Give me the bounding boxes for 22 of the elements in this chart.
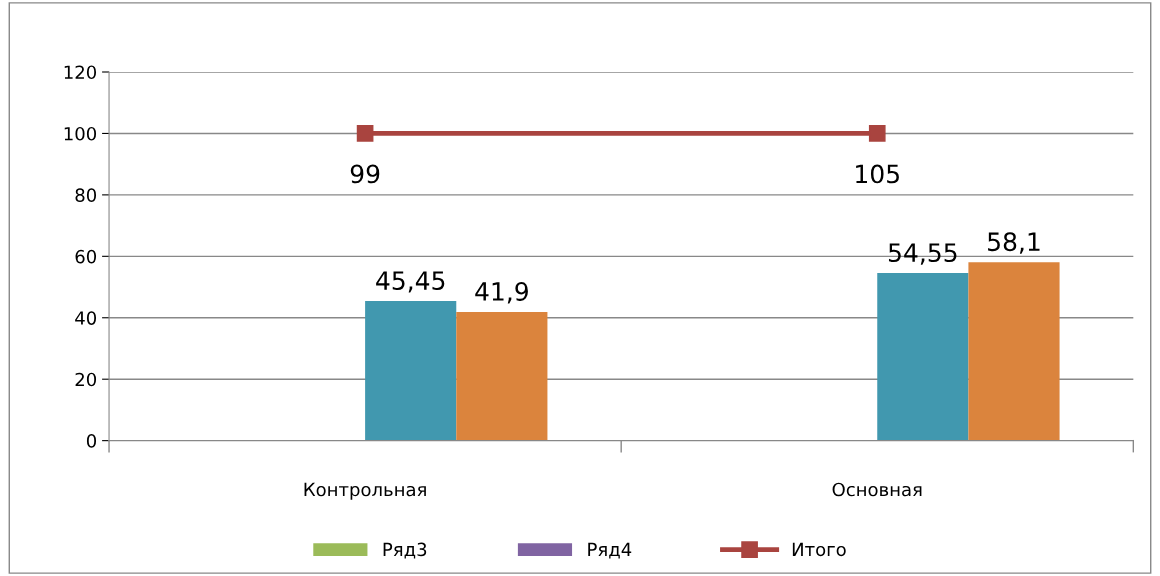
data-label: 54,55 [888, 243, 957, 265]
y-tick-label: 20 [75, 372, 97, 387]
bar [456, 311, 548, 441]
legend-label: Итого [792, 542, 846, 557]
data-label: 41,9 [475, 282, 528, 304]
data-label: 45,45 [376, 271, 445, 293]
y-tick-label: 60 [75, 249, 97, 264]
annotation: 99 [350, 164, 380, 184]
y-tick-label: 40 [75, 311, 97, 325]
x-tick-label: Основная [832, 482, 922, 497]
data-label: 58,1 [988, 232, 1040, 254]
y-tick-label: 80 [75, 188, 97, 202]
y-tick-label: 100 [64, 126, 97, 141]
bar [968, 262, 1060, 441]
y-tick-label: 0 [86, 434, 97, 448]
legend-label: Ряд4 [588, 542, 632, 559]
bar [877, 273, 969, 441]
x-tick-label: Контрольная [304, 482, 426, 500]
legend-label: Ряд3 [383, 542, 427, 559]
bar [365, 301, 457, 441]
annotation: 105 [856, 164, 899, 184]
y-tick-label: 120 [64, 65, 97, 80]
